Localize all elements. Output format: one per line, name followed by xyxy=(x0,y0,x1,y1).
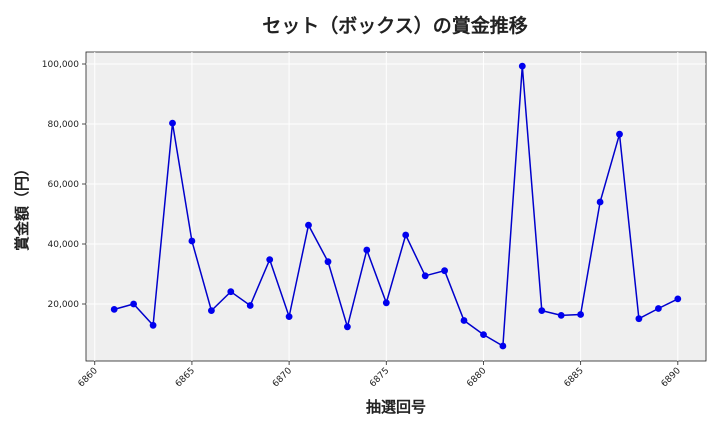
y-tick-label: 20,000 xyxy=(48,300,80,310)
data-point xyxy=(110,306,118,313)
data-point xyxy=(421,272,429,280)
plot-area xyxy=(85,51,707,362)
y-tick-label: 60,000 xyxy=(48,180,80,190)
data-point xyxy=(499,342,507,350)
x-axis-label: 抽選回号 xyxy=(366,398,426,416)
data-point xyxy=(130,300,138,308)
series-group xyxy=(110,62,682,350)
data-point xyxy=(344,323,351,331)
data-point xyxy=(596,198,604,206)
data-point xyxy=(227,288,235,296)
grid-lines xyxy=(86,52,706,361)
y-tick-label: 40,000 xyxy=(48,240,80,250)
data-point xyxy=(305,221,312,229)
data-point xyxy=(324,258,332,266)
data-point xyxy=(382,299,390,307)
data-point xyxy=(285,313,293,320)
data-point xyxy=(655,305,662,312)
data-point xyxy=(577,311,584,318)
y-axis-label: 賞金額（円） xyxy=(13,161,31,251)
data-point xyxy=(441,267,448,275)
series-line xyxy=(113,66,679,348)
data-point xyxy=(169,119,176,127)
data-point xyxy=(460,317,468,324)
data-point xyxy=(246,302,254,309)
x-tick-label: 6885 xyxy=(562,366,585,389)
data-point xyxy=(188,237,196,245)
y-tick-label: 80,000 xyxy=(48,120,80,130)
data-point xyxy=(208,307,215,314)
y-tick-label: 100,000 xyxy=(42,60,79,70)
data-point xyxy=(149,321,157,329)
data-point xyxy=(616,130,623,138)
data-point xyxy=(674,295,682,303)
chart-title: セット（ボックス）の賞金推移 xyxy=(262,14,527,37)
data-point xyxy=(363,246,371,254)
x-tick-label: 6880 xyxy=(465,366,488,389)
data-point xyxy=(538,307,546,314)
data-point xyxy=(557,312,565,319)
x-tick-label: 6860 xyxy=(77,366,100,389)
x-tick-label: 6865 xyxy=(174,366,197,389)
x-tick-label: 6870 xyxy=(271,366,294,389)
x-tick-label: 6875 xyxy=(368,366,391,389)
data-point xyxy=(402,231,410,239)
data-point xyxy=(266,256,274,263)
data-point xyxy=(480,331,487,338)
x-tick-label: 6890 xyxy=(660,366,683,389)
data-point xyxy=(518,62,526,70)
data-point xyxy=(635,315,643,323)
